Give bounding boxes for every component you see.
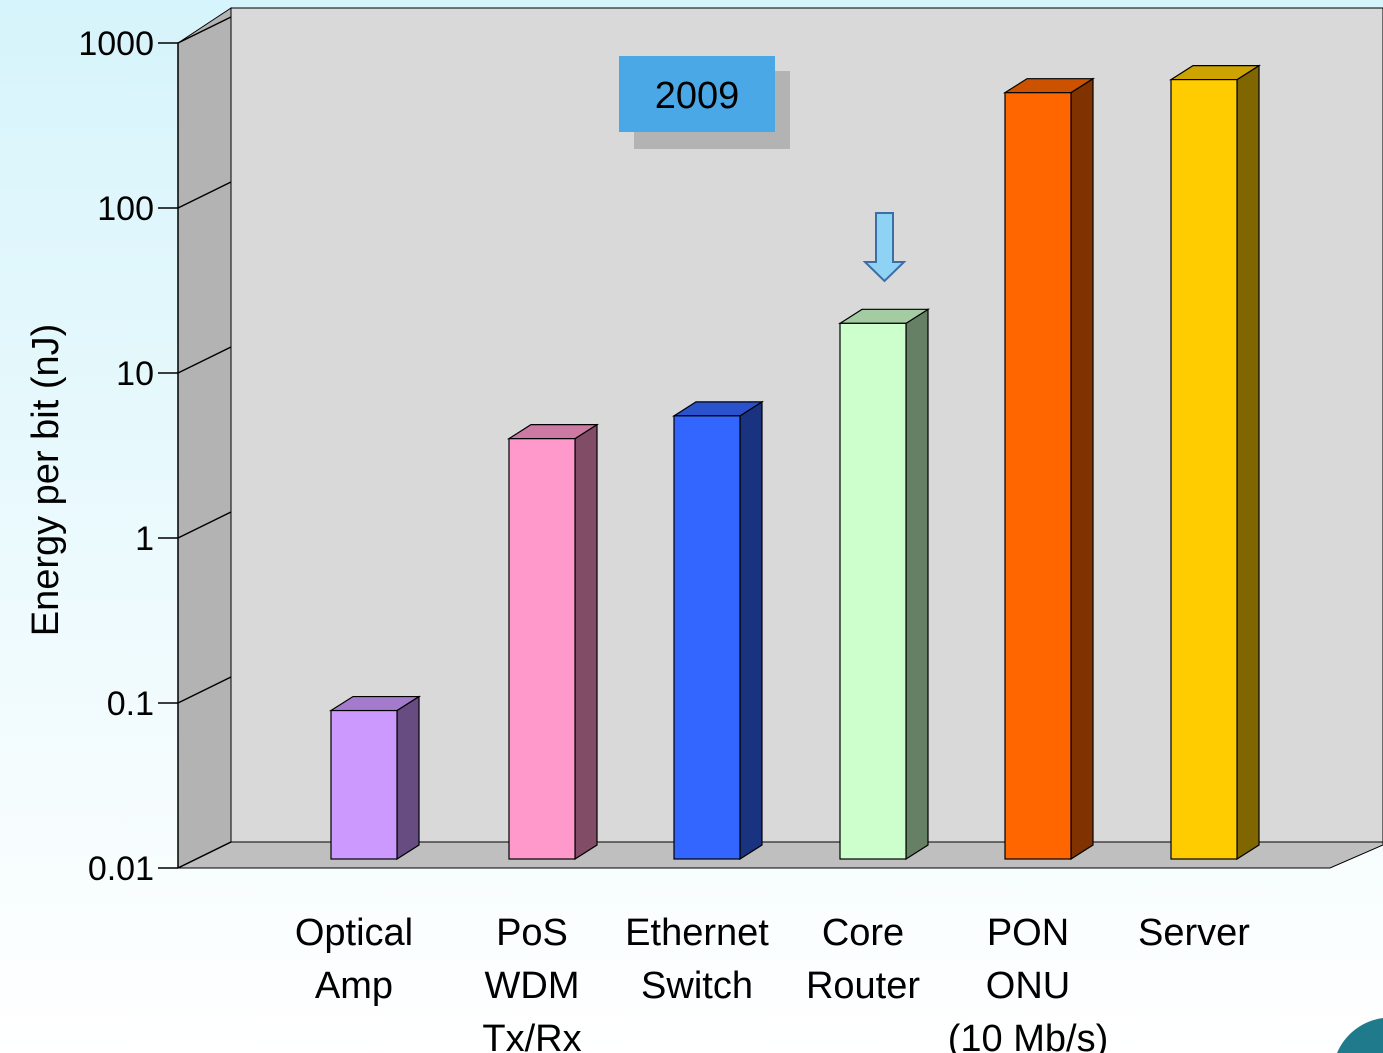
category-label: Ethernet [625, 912, 769, 954]
y-gridline-side [177, 346, 232, 374]
category-label: Server [1138, 912, 1250, 954]
category-label: Router [806, 965, 920, 1007]
y-tick-label: 0.01 [88, 850, 154, 888]
category-label: Optical [295, 912, 413, 954]
bars [328, 64, 1262, 861]
bar-front [1004, 92, 1072, 860]
category-label: Switch [641, 965, 753, 1007]
y-tick-label: 1000 [78, 25, 154, 63]
bar-front [673, 415, 741, 860]
y-gridline-side [177, 841, 232, 869]
category-label: Amp [315, 965, 393, 1007]
category-label: Core [822, 912, 904, 954]
bar-side [574, 423, 598, 861]
y-axis-title: Energy per bit (nJ) [25, 324, 67, 637]
y-gridline-side [177, 511, 232, 539]
bar-front [1170, 79, 1238, 860]
bar-front [508, 438, 576, 860]
corner-decoration [1337, 1018, 1383, 1053]
bar [671, 400, 765, 861]
chart-side-wall [177, 7, 232, 869]
bar-front [330, 709, 398, 860]
down-arrow-icon [862, 212, 907, 283]
category-label: ONU [986, 965, 1070, 1007]
bar [328, 695, 422, 861]
year-annotation-box [619, 56, 775, 132]
bar-front [839, 322, 907, 860]
y-gridline-side [177, 676, 232, 704]
category-labels: Optical Amp PoS WDM Tx/Rx Ethernet Switch Core R… [295, 912, 1250, 1053]
y-tick-label: 10 [116, 355, 154, 393]
y-gridline-side [177, 16, 232, 44]
y-tick-label: 1 [135, 520, 154, 558]
y-ticks: 0.01 0.1 1 10 100 1000 [78, 16, 232, 888]
category-label: PON [987, 912, 1069, 954]
year-annotation-text: 2009 [655, 75, 740, 117]
bar [837, 308, 931, 861]
bar-side [1070, 77, 1094, 861]
bar [1168, 64, 1262, 861]
bar [506, 423, 600, 861]
bar-side [396, 695, 420, 861]
category-label: (10 Mb/s) [948, 1018, 1108, 1053]
y-tick-label: 0.1 [107, 685, 154, 723]
bar-side [1236, 64, 1260, 861]
y-tick-label: 100 [97, 190, 154, 228]
bar-side [905, 308, 929, 861]
category-label: Tx/Rx [482, 1018, 581, 1053]
bar-side [739, 400, 763, 861]
bar [1002, 77, 1096, 861]
category-label: WDM [485, 965, 580, 1007]
y-gridline-side [177, 181, 232, 209]
year-annotation: 2009 [619, 56, 790, 149]
category-label: PoS [496, 912, 568, 954]
